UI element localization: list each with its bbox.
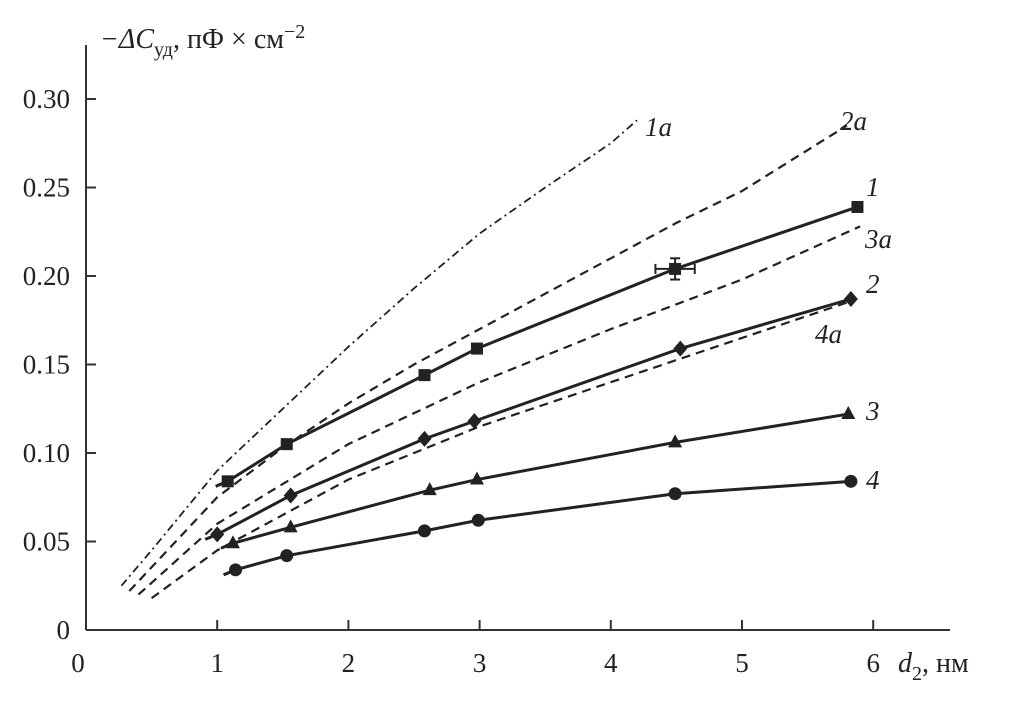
- data-point-square: [470, 342, 483, 355]
- data-point-diamond: [417, 430, 432, 447]
- data-point-triangle: [225, 535, 240, 549]
- curve-label-3: 3: [865, 396, 880, 426]
- data-point-triangle: [422, 482, 437, 496]
- y-tick-label: 0.10: [23, 438, 70, 468]
- data-point-circle: [668, 487, 682, 501]
- series-line-2: [204, 297, 852, 541]
- data-point-circle: [280, 549, 294, 563]
- data-point-diamond: [673, 340, 688, 357]
- x-tick-label: 6: [866, 648, 880, 678]
- data-point-square: [221, 475, 234, 488]
- data-point-triangle: [283, 519, 298, 533]
- data-point-circle: [471, 513, 485, 527]
- data-point-circle: [844, 474, 858, 488]
- x-tick-label: 1: [210, 648, 224, 678]
- data-point-diamond: [467, 413, 482, 430]
- data-point-circle: [417, 524, 431, 538]
- data-point-diamond: [843, 291, 858, 308]
- data-point-diamond: [210, 526, 225, 543]
- series-line-4a: [150, 301, 848, 600]
- curve-labels: 1a 2a 1 3a 2 4a 3 4: [645, 106, 892, 495]
- data-point-circle: [229, 563, 243, 577]
- data-point-square: [418, 369, 431, 382]
- series-line-3a: [137, 225, 861, 596]
- series-line-1a: [120, 119, 638, 587]
- curve-label-1: 1: [866, 172, 880, 202]
- x-tick-label: 3: [473, 648, 487, 678]
- x-tick-label: 2: [342, 648, 356, 678]
- series-line-1: [215, 205, 858, 488]
- x-tick-label: 4: [604, 648, 618, 678]
- y-tick-label: 0.30: [23, 84, 70, 114]
- data-point-triangle: [841, 406, 856, 420]
- curve-label-4a: 4a: [815, 319, 842, 349]
- curve-label-2a: 2a: [840, 106, 867, 136]
- series-line-3: [220, 412, 849, 550]
- series-line-2a: [128, 124, 848, 592]
- curve-label-2: 2: [866, 269, 880, 299]
- data-point-triangle: [668, 434, 683, 448]
- curve-label-4: 4: [866, 465, 880, 495]
- axes: 0 1 2 3 4 5 6 0 0.05 0.10 0.15 0.20 0.25 0.30: [23, 45, 950, 678]
- y-tick-label: 0.20: [23, 261, 70, 291]
- y-tick-label: 0.15: [23, 350, 70, 380]
- error-bar: [654, 257, 696, 281]
- y-tick-label: 0.25: [23, 173, 70, 203]
- x-tick-label: 0: [71, 648, 85, 678]
- data-point-triangle: [469, 471, 484, 485]
- y-axis-label: −ΔCуд, пФ × см−2: [100, 21, 305, 61]
- y-tick-label: 0: [57, 615, 71, 645]
- x-tick-label: 5: [735, 648, 749, 678]
- data-point-diamond: [283, 487, 298, 504]
- curve-label-3a: 3a: [864, 224, 892, 254]
- data-point-square: [851, 200, 864, 213]
- series-layer: [120, 119, 864, 600]
- curve-label-1a: 1a: [645, 112, 672, 142]
- x-axis-label: d2, нм: [898, 648, 969, 685]
- y-tick-label: 0.05: [23, 527, 70, 557]
